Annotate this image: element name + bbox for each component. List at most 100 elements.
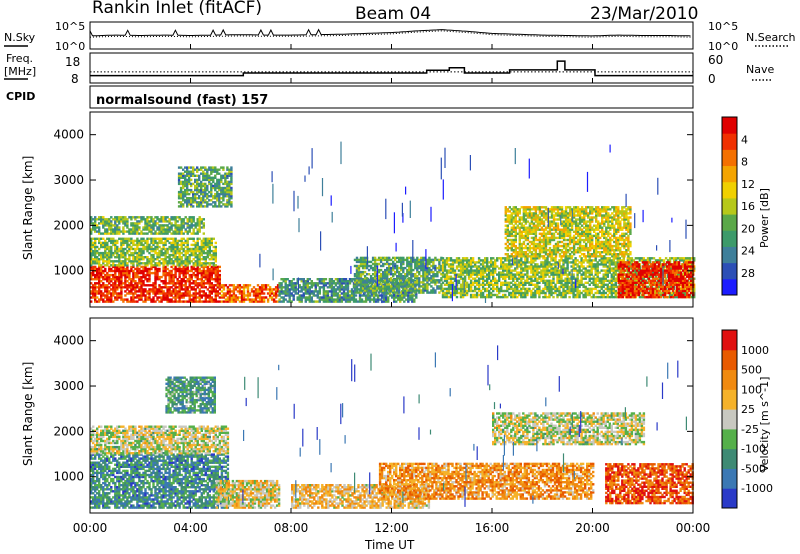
- heatmap-cell: [102, 258, 105, 261]
- heatmap-cell: [222, 176, 225, 179]
- heatmap-cell: [220, 296, 224, 299]
- heatmap-cell: [602, 289, 605, 293]
- heatmap-cell: [118, 262, 121, 265]
- heatmap-cell: [194, 267, 197, 271]
- heatmap-cell: [204, 296, 207, 299]
- heatmap-cell: [132, 298, 135, 301]
- heatmap-cell: [128, 247, 131, 251]
- heatmap-cell: [190, 197, 193, 200]
- heatmap-cell: [112, 273, 115, 277]
- heatmap-cell: [142, 226, 145, 229]
- heatmap-cell: [190, 269, 193, 273]
- heatmap-cell: [108, 228, 111, 231]
- heatmap-cell: [166, 256, 169, 259]
- heatmap-cell: [210, 190, 213, 194]
- heatmap-cell: [232, 288, 236, 291]
- heatmap-cell: [116, 265, 119, 269]
- heatmap-cell: [254, 290, 258, 293]
- heatmap-cell: [92, 262, 95, 265]
- heatmap-cell: [222, 284, 226, 287]
- heatmap-cell: [186, 267, 189, 271]
- heatmap-cell: [522, 275, 525, 278]
- heatmap-cell: [170, 243, 173, 247]
- heatmap-cell: [186, 222, 189, 225]
- heatmap-cell: [212, 168, 215, 171]
- heatmap-cell: [96, 282, 99, 285]
- heatmap-cell: [212, 166, 215, 169]
- heatmap-cell: [300, 294, 303, 297]
- heatmap-cell: [100, 269, 103, 273]
- heatmap-cell: [459, 289, 463, 293]
- heatmap-cell: [158, 232, 161, 235]
- heatmap-cell: [106, 300, 109, 303]
- heatmap-cell: [98, 218, 101, 221]
- heatmap-cell: [576, 275, 579, 278]
- heatmap-cell: [363, 287, 367, 290]
- heatmap-cell: [104, 220, 107, 223]
- heatmap-cell: [302, 294, 305, 297]
- heatmap-cell: [98, 284, 101, 287]
- heatmap-cell: [116, 239, 119, 243]
- heatmap-cell: [184, 280, 187, 283]
- heatmap-cell: [102, 245, 105, 249]
- heatmap-cell: [96, 267, 99, 271]
- heatmap-cell: [202, 247, 205, 251]
- heatmap-cell: [92, 258, 95, 261]
- heatmap-cell: [98, 273, 101, 277]
- heatmap-cell: [342, 280, 346, 283]
- heatmap-cell: [359, 283, 363, 286]
- heatmap-cell: [196, 284, 199, 287]
- heatmap-cell: [100, 280, 103, 283]
- heatmap-cell: [106, 230, 109, 233]
- heatmap-cell: [194, 195, 197, 198]
- heatmap-cell: [100, 232, 103, 235]
- heatmap-cell: [406, 262, 409, 266]
- heatmap-cell: [322, 294, 326, 297]
- heatmap-cell: [360, 298, 364, 301]
- heatmap-cell: [202, 190, 205, 194]
- heatmap-cell: [124, 262, 127, 265]
- heatmap-cell: [369, 275, 373, 278]
- heatmap-cell: [188, 280, 191, 283]
- heatmap-cell: [148, 273, 151, 277]
- heatmap-cell: [416, 266, 419, 270]
- heatmap-cell: [258, 290, 262, 293]
- heatmap-cell: [194, 224, 197, 227]
- heatmap-cell: [98, 264, 101, 267]
- heatmap-cell: [322, 292, 326, 295]
- heatmap-cell: [280, 300, 283, 303]
- heatmap-cell: [116, 278, 119, 281]
- heatmap-cell: [214, 241, 217, 245]
- heatmap-cell: [120, 288, 123, 291]
- heatmap-cell: [130, 292, 133, 295]
- heatmap-cell: [142, 269, 145, 273]
- heatmap-cell: [164, 249, 167, 253]
- heatmap-cell: [120, 271, 123, 275]
- heatmap-cell: [152, 290, 155, 293]
- heatmap-cell: [332, 286, 336, 289]
- heatmap-cell: [126, 241, 129, 245]
- heatmap-cell: [244, 286, 248, 289]
- heatmap-cell: [308, 286, 311, 289]
- heatmap-cell: [396, 279, 399, 282]
- heatmap-cell: [510, 265, 513, 268]
- heatmap-cell: [170, 298, 173, 301]
- heatmap-cell: [276, 294, 280, 297]
- heatmap-cell: [136, 265, 139, 269]
- heatmap-cell: [288, 290, 291, 293]
- heatmap-cell: [120, 286, 123, 289]
- heatmap-cell: [400, 256, 403, 260]
- heatmap-cell: [90, 253, 93, 257]
- heatmap-cell: [290, 284, 293, 287]
- heatmap-cell: [374, 298, 378, 301]
- heatmap-cell: [148, 296, 151, 299]
- heatmap-cell: [206, 269, 209, 273]
- heatmap-cell: [384, 283, 387, 286]
- heatmap-cell: [148, 284, 151, 287]
- heatmap-cell: [316, 282, 319, 285]
- heatmap-cell: [226, 180, 229, 184]
- heatmap-cell: [344, 298, 348, 301]
- heatmap-cell: [369, 285, 373, 288]
- heatmap-cell: [377, 262, 381, 266]
